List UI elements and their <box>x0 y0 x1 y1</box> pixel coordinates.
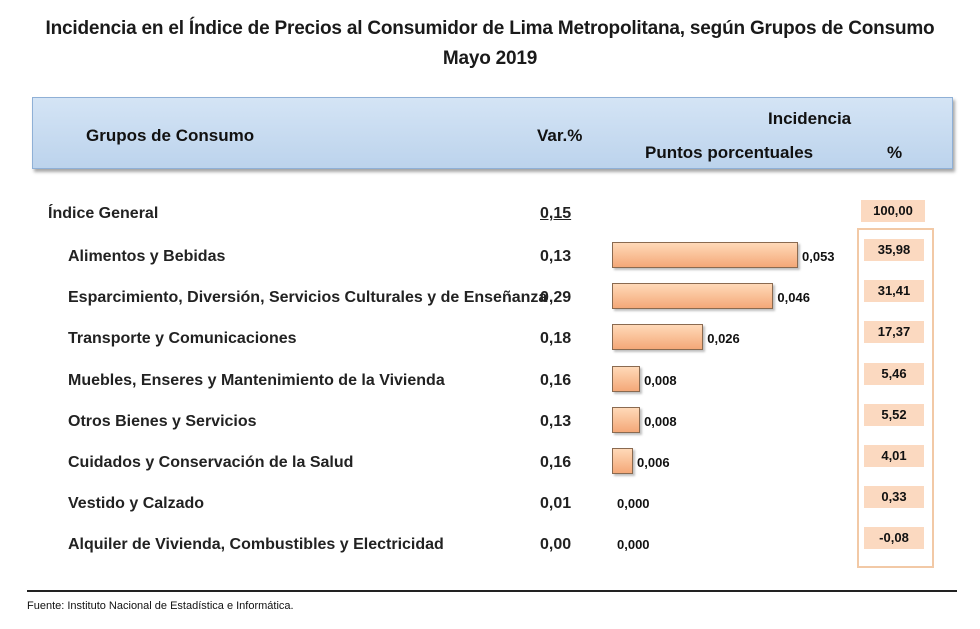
pct-value: 31,41 <box>864 280 924 303</box>
var-value: 0,13 <box>540 412 572 430</box>
pct-value: 0,33 <box>864 486 924 509</box>
category-label: Vestido y Calzado <box>68 495 205 513</box>
bar-value-label: 0,046 <box>777 290 810 306</box>
header-var: Var.% <box>537 126 583 145</box>
header-incidencia: Incidencia <box>768 109 852 128</box>
bar <box>612 365 641 392</box>
var-value: 0,16 <box>540 454 572 471</box>
general-pct: 100,00 <box>861 200 925 222</box>
var-value: 0,13 <box>540 248 572 265</box>
var-value: 0,18 <box>540 330 572 348</box>
bar-value-label: 0,008 <box>644 372 677 388</box>
var-value: 0,00 <box>540 536 572 554</box>
source-note: Fuente: Instituto Nacional de Estadístic… <box>27 600 294 612</box>
pct-value: 17,37 <box>864 321 924 344</box>
var-value: 0,29 <box>540 289 572 307</box>
category-label: Alimentos y Bebidas <box>68 248 226 265</box>
bar-value-label: 0,008 <box>644 413 677 429</box>
pct-value: -0,08 <box>864 527 924 550</box>
bar-value-label: 0,000 <box>617 537 650 553</box>
bar-value-label: 0,026 <box>707 331 740 347</box>
bar-value-label: 0,053 <box>802 249 835 264</box>
chart-subtitle: Mayo 2019 <box>442 48 538 69</box>
category-label: Transporte y Comunicaciones <box>68 330 297 348</box>
category-label: Alquiler de Vivienda, Combustibles y Ele… <box>68 536 444 554</box>
bar <box>612 283 774 310</box>
general-label: Índice General <box>48 205 159 222</box>
category-label: Cuidados y Conservación de la Salud <box>68 454 354 471</box>
pct-value: 35,98 <box>864 239 924 261</box>
pct-column-frame <box>857 228 934 568</box>
header-groups: Grupos de Consumo <box>86 126 255 145</box>
bottom-rule <box>27 590 957 592</box>
category-label: Otros Bienes y Servicios <box>68 412 257 430</box>
table-header <box>32 97 953 169</box>
header-puntos: Puntos porcentuales <box>645 143 814 162</box>
bar <box>612 242 798 268</box>
bar <box>612 406 641 433</box>
bar <box>612 448 634 474</box>
chart-title: Incidencia en el Índice de Precios al Co… <box>45 18 935 39</box>
pct-value: 5,52 <box>864 403 924 426</box>
bar <box>612 324 704 351</box>
var-value: 0,16 <box>540 371 572 389</box>
category-label: Muebles, Enseres y Mantenimiento de la V… <box>68 371 445 389</box>
header-pct: % <box>887 143 903 162</box>
category-label: Esparcimiento, Diversión, Servicios Cult… <box>68 289 548 307</box>
var-value: 0,01 <box>540 495 572 513</box>
bar-value-label: 0,000 <box>617 496 650 512</box>
pct-value: 4,01 <box>864 445 924 467</box>
general-var: 0,15 <box>540 205 572 222</box>
bar-value-label: 0,006 <box>637 455 670 470</box>
pct-value: 5,46 <box>864 362 924 385</box>
